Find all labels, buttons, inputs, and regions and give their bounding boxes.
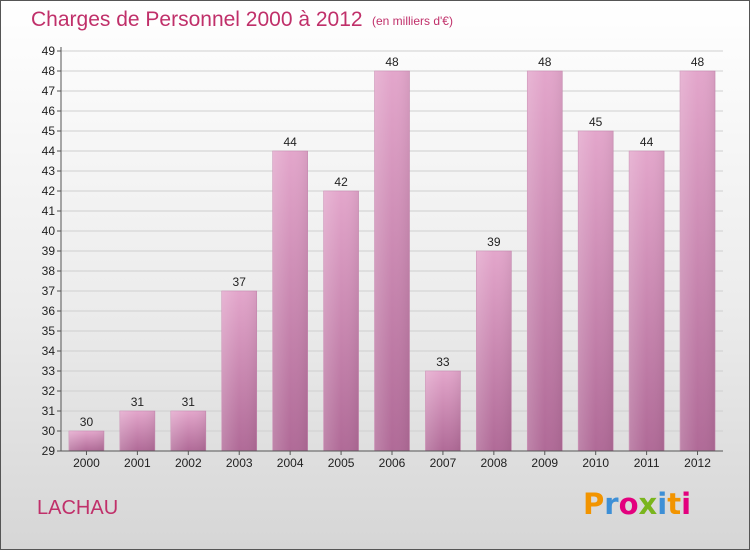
- data-label-2007: 33: [436, 355, 450, 369]
- data-label-2003: 37: [233, 275, 247, 289]
- data-label-2005: 42: [334, 175, 348, 189]
- axes: [60, 47, 723, 452]
- y-tick-label: 43: [42, 164, 56, 178]
- x-tick-label-2005: 2005: [328, 456, 355, 470]
- unit-note: (en milliers d'€): [372, 14, 453, 28]
- bars: 30 31 31 37 44 42 48 33 39 48 45 44 48: [68, 55, 716, 452]
- y-tick-label: 30: [42, 424, 56, 438]
- bar-shade-2008: [476, 251, 512, 451]
- data-label-2010: 45: [589, 115, 603, 129]
- logo-letter: i: [681, 487, 692, 521]
- data-label-2009: 48: [538, 55, 552, 69]
- bar-shade-2001: [119, 411, 155, 451]
- bar-shade-2004: [272, 151, 308, 451]
- bar-shade-2009: [527, 71, 563, 451]
- x-tick-label-2007: 2007: [430, 456, 457, 470]
- logo-letter: r: [604, 487, 619, 521]
- place-name: LACHAU: [37, 497, 119, 519]
- y-tick-label: 40: [42, 224, 56, 238]
- y-tick-label: 48: [42, 64, 56, 78]
- y-tick-label: 46: [42, 104, 56, 118]
- x-tick-label-2008: 2008: [480, 456, 507, 470]
- x-tick-label-2011: 2011: [634, 456, 660, 470]
- x-tick-label-2002: 2002: [175, 456, 202, 470]
- bar-shade-2006: [374, 71, 410, 451]
- x-tick-label-2004: 2004: [277, 456, 304, 470]
- y-tick-label: 45: [42, 124, 56, 138]
- logo-letter: t: [667, 487, 682, 521]
- y-tick-label: 49: [42, 44, 56, 58]
- x-tick-label-2009: 2009: [531, 456, 558, 470]
- data-label-2004: 44: [283, 135, 297, 149]
- y-tick-label: 33: [42, 364, 56, 378]
- y-tick-label: 36: [42, 304, 56, 318]
- bar-shade-2007: [425, 371, 461, 451]
- data-label-2002: 31: [182, 395, 196, 409]
- y-tick-label: 32: [42, 384, 56, 398]
- y-tick-label: 35: [42, 324, 56, 338]
- data-label-2006: 48: [385, 55, 399, 69]
- y-tick-label: 38: [42, 264, 56, 278]
- x-tick-label-2012: 2012: [684, 456, 711, 470]
- bar-shade-2003: [221, 291, 257, 451]
- x-tick-label-2006: 2006: [379, 456, 406, 470]
- y-tick-label: 42: [42, 184, 56, 198]
- y-tick-label: 29: [42, 444, 56, 458]
- x-tick-label-2001: 2001: [124, 456, 151, 470]
- x-tick-label-2000: 2000: [73, 456, 100, 470]
- y-axis-ticks: 29 30 31 32 33 34 35 36 37 38 39 40 41 42 43 44 45 46 47 48…: [42, 44, 61, 458]
- y-tick-label: 34: [42, 344, 56, 358]
- logo-letter: P: [583, 487, 605, 521]
- data-label-2011: 44: [640, 135, 654, 149]
- x-axis-ticks: 2000 2001 2002 2003 2004 2005 2006 2007 2008 2009…: [73, 451, 711, 470]
- y-tick-label: 41: [42, 204, 56, 218]
- bar-shade-2002: [170, 411, 206, 451]
- data-label-2001: 31: [131, 395, 145, 409]
- y-tick-label: 31: [42, 404, 56, 418]
- data-label-2008: 39: [487, 235, 501, 249]
- y-tick-label: 44: [42, 144, 56, 158]
- x-tick-label-2003: 2003: [226, 456, 253, 470]
- data-label-2012: 48: [691, 55, 705, 69]
- logo-letter: x: [638, 487, 658, 521]
- data-label-2000: 30: [80, 415, 94, 429]
- y-tick-label: 37: [42, 284, 56, 298]
- bar-shade-2011: [629, 151, 665, 451]
- bar-shade-2010: [578, 131, 614, 451]
- chart-title: Charges de Personnel 2000 à 2012: [31, 8, 363, 31]
- bar-shade-2000: [68, 431, 104, 451]
- logo-letter: i: [657, 487, 668, 521]
- logo-letter: o: [618, 487, 639, 521]
- y-tick-label: 47: [42, 84, 56, 98]
- bar-shade-2005: [323, 191, 359, 451]
- x-tick-label-2010: 2010: [582, 456, 609, 470]
- bar-shade-2012: [680, 71, 716, 451]
- y-tick-label: 39: [42, 244, 56, 258]
- proxiti-logo: Proxiti: [583, 487, 691, 521]
